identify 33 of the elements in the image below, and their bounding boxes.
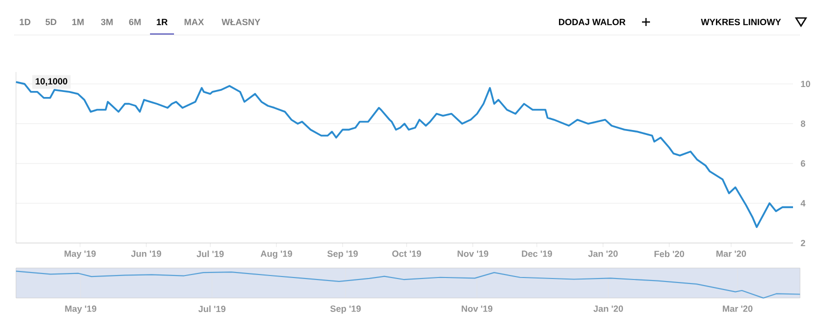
text: MAX — [184, 18, 204, 26]
x-tick-label: Mar '20 — [716, 250, 746, 257]
y-tick-label: 10 — [801, 80, 810, 88]
x-tick-label: May '19 — [65, 306, 96, 314]
x-tick-label: Nov '19 — [462, 306, 492, 312]
x-tick-label: Feb '20 — [654, 250, 684, 258]
x-tick-label: Jun '19 — [131, 250, 162, 257]
x-tick-label: Sep '19 — [327, 250, 358, 259]
text: 5D — [46, 18, 56, 26]
x-tick-label: Jul '19 — [198, 306, 226, 312]
x-tick-label: May '19 — [64, 250, 96, 259]
x-tick-label: Jul '19 — [196, 250, 224, 258]
text: 3M — [100, 18, 113, 26]
text: 1M — [72, 18, 84, 26]
x-tick-label: Oct '19 — [392, 250, 422, 257]
x-tick-label: Aug '19 — [260, 250, 292, 259]
y-tick-label: 2 — [800, 240, 806, 246]
x-tick-label: Mar '20 — [722, 306, 752, 312]
x-tick-label: Jan '20 — [593, 306, 623, 312]
x-tick-label: Sep '19 — [330, 306, 361, 314]
x-tick-label: Dec '19 — [522, 250, 552, 257]
text: WŁASNY — [222, 18, 260, 26]
text: DODAJ WALOR — [558, 18, 626, 26]
x-tick-label: Nov '19 — [458, 250, 488, 257]
y-tick-label: 6 — [800, 160, 806, 167]
x-tick-label: Jan '20 — [588, 250, 618, 257]
y-tick-label: 8 — [800, 120, 806, 127]
y-tick-label: 4 — [800, 200, 806, 206]
text: 1D — [20, 18, 30, 26]
text: 6M — [129, 18, 141, 26]
text: 1R — [156, 18, 168, 26]
annotation: 10,1000 — [36, 78, 68, 86]
text: WYKRES LINIOWY — [700, 18, 781, 26]
